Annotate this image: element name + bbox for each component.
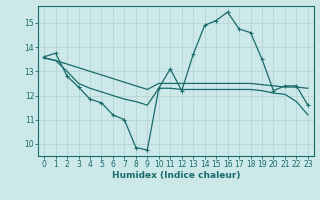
X-axis label: Humidex (Indice chaleur): Humidex (Indice chaleur) [112, 171, 240, 180]
